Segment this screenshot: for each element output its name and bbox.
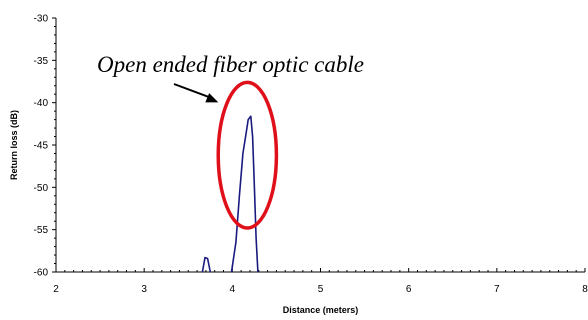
annotation-text: Open ended fiber optic cable [97, 52, 364, 77]
y-tick-label: -40 [34, 98, 49, 109]
y-tick-label: -35 [34, 56, 49, 67]
annotations: Open ended fiber optic cable [97, 52, 364, 230]
x-tick-label: 7 [494, 284, 500, 295]
y-tick-label: -55 [34, 225, 49, 236]
highlight-ellipse [216, 80, 279, 230]
y-tick-label: -30 [34, 14, 49, 25]
y-axis-title: Return loss (dB) [9, 110, 19, 180]
x-axis-title: Distance (meters) [283, 305, 359, 315]
y-tick-label: -50 [34, 183, 49, 194]
x-tick-label: 5 [318, 284, 324, 295]
ticks: -30 -35 -40 -45 -50 -55 -60 2 3 4 5 6 7 8 [34, 14, 588, 296]
x-tick-label: 6 [406, 284, 412, 295]
x-tick-label: 2 [53, 284, 59, 295]
series-line [201, 256, 212, 273]
y-tick-label: -45 [34, 141, 49, 152]
series-line [230, 115, 259, 273]
x-tick-label: 8 [582, 284, 588, 295]
x-tick-label: 4 [230, 284, 236, 295]
series-group [201, 115, 259, 273]
x-tick-label: 3 [141, 284, 147, 295]
annotation-arrow-shaft [173, 83, 213, 100]
y-tick-label: -60 [34, 268, 49, 279]
annotation-arrow-head [205, 93, 219, 103]
